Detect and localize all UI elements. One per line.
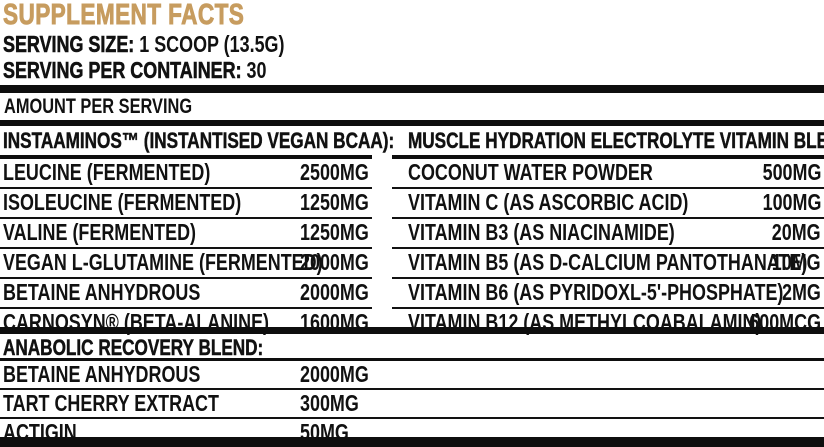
ingredient-name: VITAMIN B5 (AS D-CALCIUM PANTOTHANATE) <box>408 249 808 275</box>
ingredient-amount: 100MG <box>762 189 821 215</box>
serving-size-line: SERVING SIZE: 1 SCOOP (13.5G) <box>3 31 364 57</box>
ingredient-name: VITAMIN B6 (AS PYRIDOXL-5'-PHOSPHATE) <box>408 279 784 305</box>
bottom-blend-rows: BETAINE ANHYDROUS 2000MG TART CHERRY EXT… <box>0 361 824 445</box>
ingredient-row: VITAMIN B6 (AS PYRIDOXL-5'-PHOSPHATE) 2M… <box>392 279 824 309</box>
ingredient-name: BETAINE ANHYDROUS <box>3 279 201 305</box>
ingredient-row: COCONUT WATER POWDER 500MG <box>392 159 824 189</box>
ingredient-amount: 300MG <box>300 390 359 416</box>
bottom-blend-header: ANABOLIC RECOVERY BLEND: <box>0 336 824 361</box>
serving-per-container-label: SERVING PER CONTAINER: <box>3 57 242 83</box>
ingredient-name: COCONUT WATER POWDER <box>408 159 653 185</box>
ingredient-row: VEGAN L-GLUTAMINE (FERMENTED) 2000MG <box>0 249 372 279</box>
ingredient-row: VALINE (FERMENTED) 1250MG <box>0 219 372 249</box>
ingredient-row: VITAMIN B5 (AS D-CALCIUM PANTOTHANATE) 1… <box>392 249 824 279</box>
ingredient-amount: 2000MG <box>300 279 369 305</box>
ingredient-name: BETAINE ANHYDROUS <box>3 361 201 387</box>
ingredient-row: VITAMIN C (AS ASCORBIC ACID) 100MG <box>392 189 824 219</box>
serving-per-container-line: SERVING PER CONTAINER: 30 <box>3 57 341 83</box>
divider-bar-top <box>0 85 824 93</box>
ingredient-amount: 2500MG <box>300 159 369 185</box>
ingredient-amount: 20MG <box>772 219 821 245</box>
ingredient-amount: 1250MG <box>300 189 369 215</box>
ingredient-row: ISOLEUCINE (FERMENTED) 1250MG <box>0 189 372 219</box>
ingredient-amount: 10MG <box>772 249 821 275</box>
divider-bar-amount <box>0 120 824 126</box>
panel-title-text: SUPPLEMENT FACTS <box>3 0 245 31</box>
ingredient-amount: 2000MG <box>300 361 369 387</box>
ingredient-row: BETAINE ANHYDROUS 2000MG <box>0 361 824 390</box>
ingredient-amount: 500MG <box>762 159 821 185</box>
ingredient-name: VALINE (FERMENTED) <box>3 219 197 245</box>
left-blend-header: INSTAAMINOS™ (INSTANTISED VEGAN BCAA): <box>0 126 394 159</box>
ingredient-name: VITAMIN C (AS ASCORBIC ACID) <box>408 189 689 215</box>
ingredient-row: LEUCINE (FERMENTED) 2500MG <box>0 159 372 189</box>
right-blend-column: MUSCLE HYDRATION ELECTROLYTE VITAMIN BLE… <box>392 126 824 337</box>
ingredient-row: VITAMIN B3 (AS NIACINAMIDE) 20MG <box>392 219 824 249</box>
amount-per-serving-label: AMOUNT PER SERVING <box>4 95 193 118</box>
left-blend-column: INSTAAMINOS™ (INSTANTISED VEGAN BCAA): L… <box>0 126 394 337</box>
right-blend-header: MUSCLE HYDRATION ELECTROLYTE VITAMIN BLE… <box>392 126 824 159</box>
ingredient-amount: 1250MG <box>300 219 369 245</box>
ingredient-row: TART CHERRY EXTRACT 300MG <box>0 390 824 419</box>
ingredient-name: TART CHERRY EXTRACT <box>3 390 219 416</box>
ingredient-amount: 2MG <box>782 279 821 305</box>
divider-bar-middle <box>0 327 824 334</box>
serving-size-value: 1 SCOOP (13.5G) <box>134 31 285 57</box>
divider-bar-bottom <box>0 437 824 447</box>
ingredient-amount: 2000MG <box>300 249 369 275</box>
ingredient-name: VEGAN L-GLUTAMINE (FERMENTED) <box>3 249 323 275</box>
ingredient-name: VITAMIN B3 (AS NIACINAMIDE) <box>408 219 675 245</box>
panel-title: SUPPLEMENT FACTS <box>3 0 312 31</box>
serving-size-label: SERVING SIZE: <box>3 31 135 57</box>
ingredient-name: LEUCINE (FERMENTED) <box>3 159 211 185</box>
ingredient-row: BETAINE ANHYDROUS 2000MG <box>0 279 372 309</box>
ingredient-name: ISOLEUCINE (FERMENTED) <box>3 189 242 215</box>
serving-per-container-value: 30 <box>241 57 267 83</box>
